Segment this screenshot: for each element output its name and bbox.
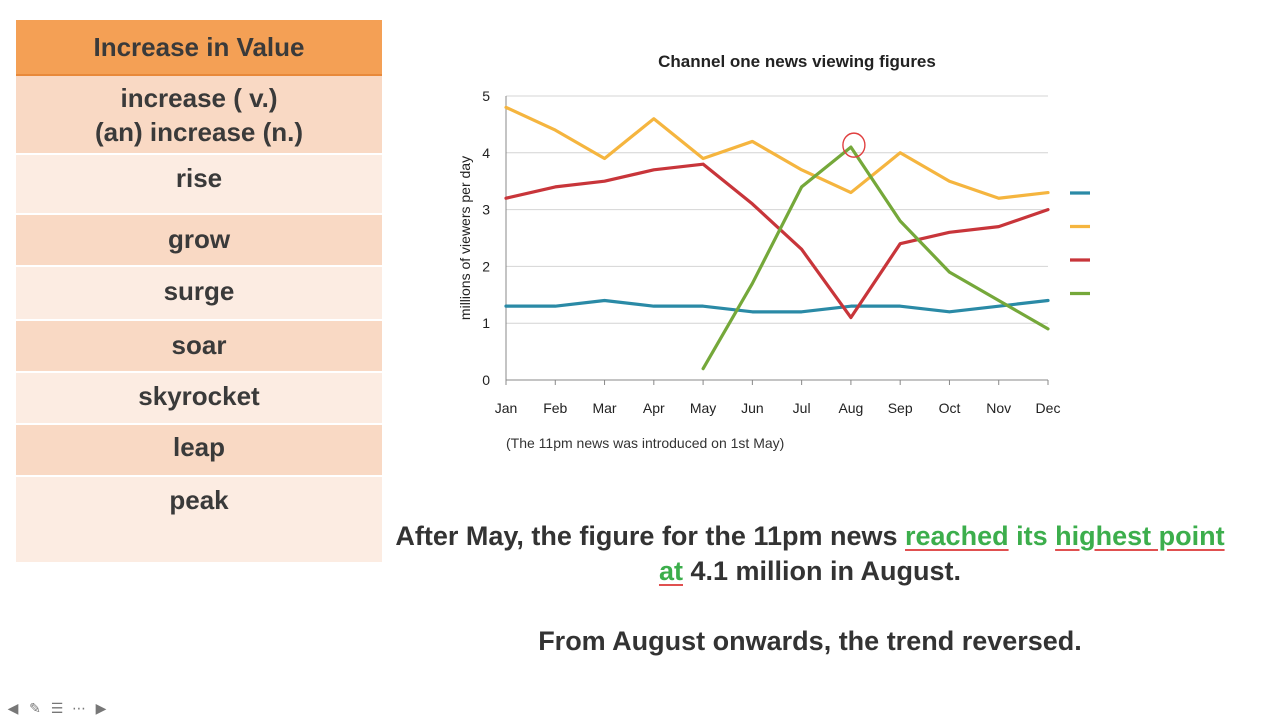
vocab-header: Increase in Value [16,20,382,76]
chart-title: Channel one news viewing figures [658,52,936,71]
pen-icon[interactable]: ✎ [29,699,41,716]
vocab-word: (an) increase (n.) [94,117,304,147]
vocab-word: grow [167,224,231,254]
x-axis-ticks: Jan Feb Mar Apr May Jun Jul Aug Sep Oct Nov Dec [495,400,1061,416]
y-tick-label: 0 [482,372,490,388]
highlight-at: at [658,556,683,586]
slide-nav: ◀ ✎ ☰ ⋯ ▶ [4,699,110,717]
x-tick-label: Apr [643,400,665,416]
x-tick-label: Jun [741,400,764,416]
peak-highlight-circle [842,132,866,158]
y-tick-label: 5 [482,88,490,104]
vocab-row: increase ( v.) (an) increase (n.) [16,76,382,155]
sentence-text: After May, the figure for the 11pm news [395,521,906,551]
forward-arrow-icon[interactable]: ▶ [95,699,107,716]
more-icon[interactable]: ⋯ [72,699,86,716]
y-axis-label: millions of viewers per day [457,156,473,320]
x-tick-label: Aug [838,400,863,416]
vocab-table: Increase in Value increase ( v.) (an) in… [16,20,382,564]
y-tick-label: 2 [482,258,490,274]
chart-legend: 1pm6pm9:30pm11pm [1070,191,1090,296]
vocab-word: surge [163,276,235,306]
vocab-word: increase ( v.) [120,83,278,113]
x-tick-label: Jul [793,400,811,416]
vocab-row: skyrocket [16,373,382,425]
vocab-word: rise [175,163,223,193]
x-tick-label: May [690,400,716,416]
series-line-6pm [504,105,1050,200]
vocab-row: grow [16,215,382,267]
vocab-word: soar [171,330,227,360]
x-tick-label: Sep [888,400,913,416]
vocab-row: peak [16,477,382,564]
sentence-text: 4.1 million in August. [683,556,962,586]
sentence-peak: After May, the figure for the 11pm news … [380,519,1240,589]
sentence-trend: From August onwards, the trend reversed. [538,626,1082,656]
vocab-word: skyrocket [138,381,260,411]
x-tick-label: Jan [495,400,518,416]
x-tick-label: Oct [939,400,961,416]
series-line-1pm [504,298,1050,314]
y-tick-label: 4 [482,145,490,161]
highlight-reached: reached [905,521,1009,551]
vocab-row: leap [16,425,382,477]
line-chart: Channel one news viewing figures million… [457,52,1090,451]
x-tick-label: Feb [543,400,567,416]
y-tick-label: 3 [482,202,490,218]
chart-grid [506,95,1048,324]
vocab-word: peak [169,485,229,515]
menu-icon[interactable]: ☰ [50,699,64,716]
x-tick-label: Dec [1036,400,1061,416]
vocab-word: leap [172,432,226,462]
x-tick-label: Mar [592,400,616,416]
x-tick-label: Nov [986,400,1011,416]
vocab-row: soar [16,321,382,373]
highlight-highest-point: highest point [1055,521,1225,551]
series-line-930pm [504,162,1050,320]
back-arrow-icon[interactable]: ◀ [7,699,19,716]
chart-series [504,105,1050,371]
series-line-11pm [701,145,1050,371]
vocab-row: surge [16,267,382,321]
highlight-its: its [1008,521,1056,551]
y-axis-ticks: 0 1 2 3 4 5 [482,88,490,388]
chart-annotation: (The 11pm news was introduced on 1st May… [506,435,784,451]
vocab-row: rise [16,155,382,215]
chart-axes [505,96,1049,385]
y-tick-label: 1 [482,315,490,331]
